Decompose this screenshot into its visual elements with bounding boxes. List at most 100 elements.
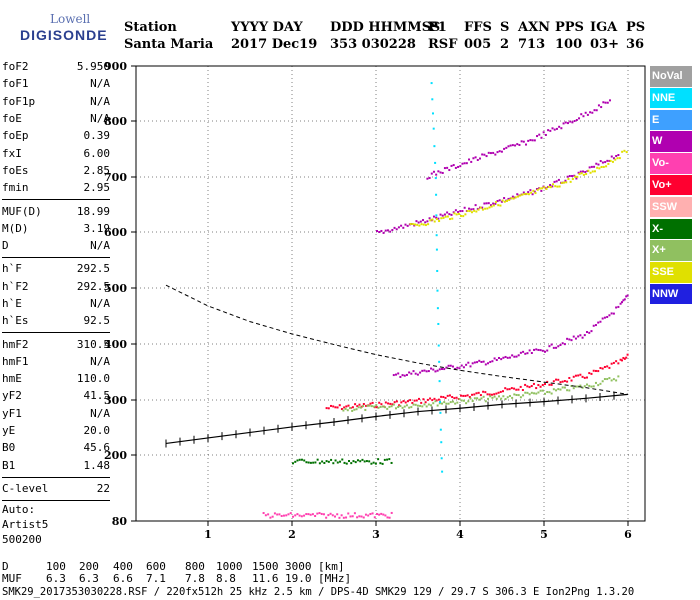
trace-point <box>435 216 438 219</box>
trace-point <box>597 163 600 166</box>
param-row: yE 20.0 <box>2 422 110 439</box>
trace-point <box>603 378 606 381</box>
trace-point <box>526 352 529 355</box>
trace-point <box>549 129 552 132</box>
trace-point <box>606 315 609 318</box>
trace-point <box>282 514 285 517</box>
param-row: hmE 110.0 <box>2 370 110 387</box>
trace-point <box>574 374 577 377</box>
trace-point <box>410 372 413 375</box>
trace-point <box>422 223 425 226</box>
trace-point <box>608 377 611 380</box>
trace-point <box>522 394 525 397</box>
trace-point <box>411 223 414 226</box>
trace-point <box>486 393 489 396</box>
trace-point <box>558 125 561 128</box>
trace-point <box>441 470 444 473</box>
param-row: h`F 292.5 <box>2 260 110 277</box>
header-bottom-3: RSF <box>428 37 458 52</box>
trace-point <box>303 514 306 517</box>
trace-point <box>576 175 579 178</box>
trace-point <box>404 401 407 404</box>
trace-point <box>599 382 602 385</box>
trace-point <box>431 98 434 101</box>
trace-point <box>571 178 574 181</box>
trace-point <box>599 320 602 323</box>
trace-point <box>606 365 609 368</box>
trace-point <box>455 213 458 216</box>
trace-point <box>575 119 578 122</box>
trace-point <box>497 204 500 207</box>
legend-item: SSE <box>650 262 692 283</box>
trace-point <box>507 197 510 200</box>
trace-point <box>443 213 446 216</box>
trace-point <box>535 392 538 395</box>
trace-point <box>544 350 546 353</box>
trace-point <box>395 228 398 231</box>
trace-point <box>416 404 419 407</box>
trace-point <box>562 122 565 125</box>
trace-point <box>608 159 611 162</box>
trace-point <box>404 223 407 226</box>
trace-point <box>500 358 503 361</box>
param-row: foE N/A <box>2 110 110 127</box>
trace-point <box>458 398 461 401</box>
trace-point <box>465 363 468 366</box>
trace-point <box>292 515 294 518</box>
trace-point <box>471 400 474 403</box>
muf-cell: [MHz] <box>318 572 352 585</box>
trace-point <box>470 160 473 163</box>
trace-point <box>588 166 591 169</box>
trace-point <box>316 512 319 515</box>
trace-point <box>460 214 462 217</box>
trace-point <box>388 516 391 519</box>
trace-point <box>325 460 328 463</box>
trace-point <box>438 360 441 363</box>
param-row: foF2 5.950 <box>2 58 110 75</box>
trace-point <box>435 234 438 237</box>
trace-point <box>530 385 533 388</box>
trace-point <box>556 185 559 188</box>
trace-point <box>344 407 347 410</box>
trace-point <box>602 165 605 168</box>
trace-point <box>303 459 306 462</box>
trace-point <box>433 220 436 223</box>
trace-point <box>376 513 378 516</box>
param-label: C-level <box>2 481 49 495</box>
trace-point <box>598 167 601 170</box>
trace-point <box>388 405 391 408</box>
muf-cell: 7.8 <box>185 572 205 585</box>
trace-point <box>430 367 433 370</box>
param-value: 41.5 <box>83 389 111 403</box>
muf-cell: 8.8 <box>216 572 236 585</box>
trace-point <box>590 385 593 388</box>
trace-point <box>345 405 348 408</box>
trace-point <box>527 191 530 194</box>
header-top-0: Station <box>124 20 177 35</box>
trace-point <box>350 462 353 465</box>
trace-point <box>351 406 354 409</box>
legend-item: Vo+ <box>650 174 692 196</box>
trace-point <box>320 512 323 515</box>
distance-cell: [km] <box>318 560 345 573</box>
trace-point <box>617 375 620 378</box>
legend-item: X- <box>650 218 692 240</box>
trace-point <box>360 515 363 518</box>
param-label: D <box>2 239 9 253</box>
trace-point <box>413 223 416 226</box>
trace-series <box>409 149 628 227</box>
header-bottom-7: 100 <box>555 37 583 52</box>
trace-series <box>392 294 629 378</box>
trace-point <box>475 210 478 213</box>
trace-point <box>495 201 498 204</box>
trace-point <box>348 407 351 410</box>
trace-point <box>273 512 276 515</box>
trace-point <box>376 230 378 233</box>
trace-point <box>625 356 628 359</box>
trace-point <box>412 370 415 373</box>
trace-point <box>424 221 427 224</box>
trace-point <box>615 306 618 309</box>
trace-point <box>546 391 549 394</box>
trace-point <box>269 516 272 519</box>
trace-point <box>399 375 402 378</box>
